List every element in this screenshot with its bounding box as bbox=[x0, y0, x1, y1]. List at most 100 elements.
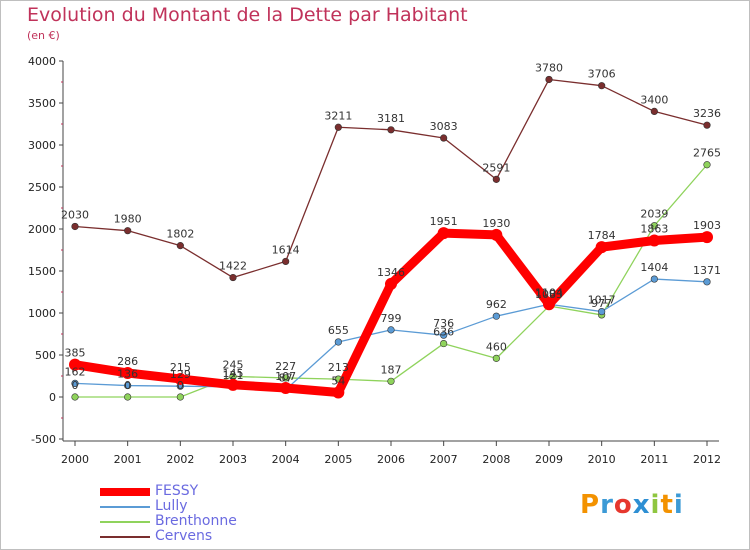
data-label: 121 bbox=[223, 369, 244, 382]
data-label: 799 bbox=[381, 312, 402, 325]
data-point bbox=[69, 358, 81, 371]
data-label: 655 bbox=[328, 324, 349, 337]
x-tick-label: 2004 bbox=[272, 453, 300, 466]
y-tick-label: 500 bbox=[35, 349, 56, 362]
legend-swatch-cervens bbox=[100, 536, 150, 538]
data-label: 1404 bbox=[640, 261, 668, 274]
data-label: 0 bbox=[72, 379, 79, 392]
data-point bbox=[650, 275, 658, 283]
data-point bbox=[227, 378, 239, 391]
data-point bbox=[176, 393, 184, 401]
legend-swatch-brenthonne bbox=[100, 521, 150, 523]
data-point bbox=[703, 278, 711, 286]
data-label: 1104 bbox=[535, 286, 563, 299]
data-point bbox=[648, 234, 661, 247]
y-tick-label: 1000 bbox=[28, 307, 56, 320]
legend-swatch-lully bbox=[100, 506, 150, 508]
x-tick-label: 2007 bbox=[430, 453, 458, 466]
y-tick-label: 3500 bbox=[28, 97, 56, 110]
x-tick-label: 2001 bbox=[114, 453, 142, 466]
data-point bbox=[334, 338, 342, 346]
data-label: 227 bbox=[275, 360, 296, 373]
data-label: 213 bbox=[328, 361, 349, 374]
legend-swatch-fessy bbox=[100, 488, 150, 496]
data-label: 962 bbox=[486, 298, 507, 311]
data-label: 1951 bbox=[430, 215, 458, 228]
data-point bbox=[282, 374, 290, 382]
chart-title: Evolution du Montant de la Dette par Hab… bbox=[27, 4, 468, 26]
data-point bbox=[334, 123, 342, 131]
y-tick-label: -500 bbox=[31, 433, 56, 446]
data-label: 145 bbox=[223, 367, 244, 380]
data-label: 3211 bbox=[324, 109, 352, 122]
x-tick-label: 2006 bbox=[377, 453, 405, 466]
x-tick-label: 2002 bbox=[166, 453, 194, 466]
data-label: 1903 bbox=[693, 219, 721, 232]
data-point bbox=[598, 307, 606, 316]
data-point bbox=[703, 161, 711, 169]
data-label: 460 bbox=[486, 340, 507, 353]
data-label: 3083 bbox=[430, 120, 458, 133]
data-label: 1083 bbox=[535, 288, 563, 301]
data-label: 1371 bbox=[693, 264, 721, 277]
data-label: 3400 bbox=[640, 93, 668, 106]
data-point bbox=[545, 75, 553, 84]
data-point bbox=[124, 393, 132, 401]
x-tick-label: 2003 bbox=[219, 453, 247, 466]
data-point bbox=[121, 366, 134, 379]
y-tick-label: 1500 bbox=[28, 265, 56, 278]
data-label: 245 bbox=[223, 358, 244, 371]
data-label: 1614 bbox=[272, 243, 300, 256]
data-point bbox=[440, 331, 448, 339]
data-point bbox=[332, 386, 345, 399]
data-label: 54 bbox=[331, 374, 345, 387]
data-label: 977 bbox=[591, 297, 612, 310]
x-tick-label: 2005 bbox=[324, 453, 352, 466]
data-label: 286 bbox=[117, 355, 138, 368]
data-point bbox=[71, 393, 79, 401]
data-point bbox=[701, 231, 713, 244]
data-label: 162 bbox=[65, 365, 86, 378]
data-label: 3236 bbox=[693, 107, 721, 120]
data-label: 3780 bbox=[535, 61, 563, 74]
data-label: 1017 bbox=[588, 294, 616, 307]
data-label: 1930 bbox=[482, 217, 510, 230]
data-label: 107 bbox=[275, 370, 296, 383]
x-tick-label: 2008 bbox=[482, 453, 510, 466]
data-label: 2591 bbox=[482, 161, 510, 174]
y-tick-label: 0 bbox=[49, 391, 56, 404]
data-point bbox=[650, 107, 658, 115]
data-label: 0 bbox=[124, 379, 131, 392]
data-label: 636 bbox=[433, 326, 454, 339]
y-tick-label: 2000 bbox=[28, 223, 56, 236]
data-point bbox=[229, 273, 237, 282]
legend-label: FESSY bbox=[155, 483, 199, 499]
legend-label: Brenthonne bbox=[155, 513, 237, 529]
data-point bbox=[595, 241, 608, 254]
data-point bbox=[387, 326, 395, 334]
data-point bbox=[385, 277, 397, 290]
data-point bbox=[279, 382, 292, 395]
data-label: 2039 bbox=[640, 208, 668, 221]
x-tick-label: 2011 bbox=[640, 453, 668, 466]
data-point bbox=[437, 227, 450, 240]
y-tick-label: 4000 bbox=[28, 55, 56, 68]
data-point bbox=[492, 175, 500, 183]
proxiti-logo: Proxiti bbox=[580, 490, 684, 520]
data-label: 3181 bbox=[377, 112, 405, 125]
data-point bbox=[124, 381, 132, 390]
data-label: 0 bbox=[177, 379, 184, 392]
data-label: 2030 bbox=[61, 208, 89, 221]
data-label: 2765 bbox=[693, 147, 721, 160]
data-label: 1802 bbox=[166, 228, 194, 241]
x-tick-label: 2000 bbox=[61, 453, 89, 466]
data-label: 1980 bbox=[114, 213, 142, 226]
data-point bbox=[543, 298, 555, 311]
data-label: 3706 bbox=[588, 68, 616, 81]
data-point bbox=[282, 257, 290, 266]
data-label: 1422 bbox=[219, 260, 247, 273]
data-point bbox=[598, 82, 606, 90]
data-label: 385 bbox=[65, 347, 86, 360]
data-point bbox=[703, 121, 711, 129]
x-tick-label: 2010 bbox=[588, 453, 616, 466]
